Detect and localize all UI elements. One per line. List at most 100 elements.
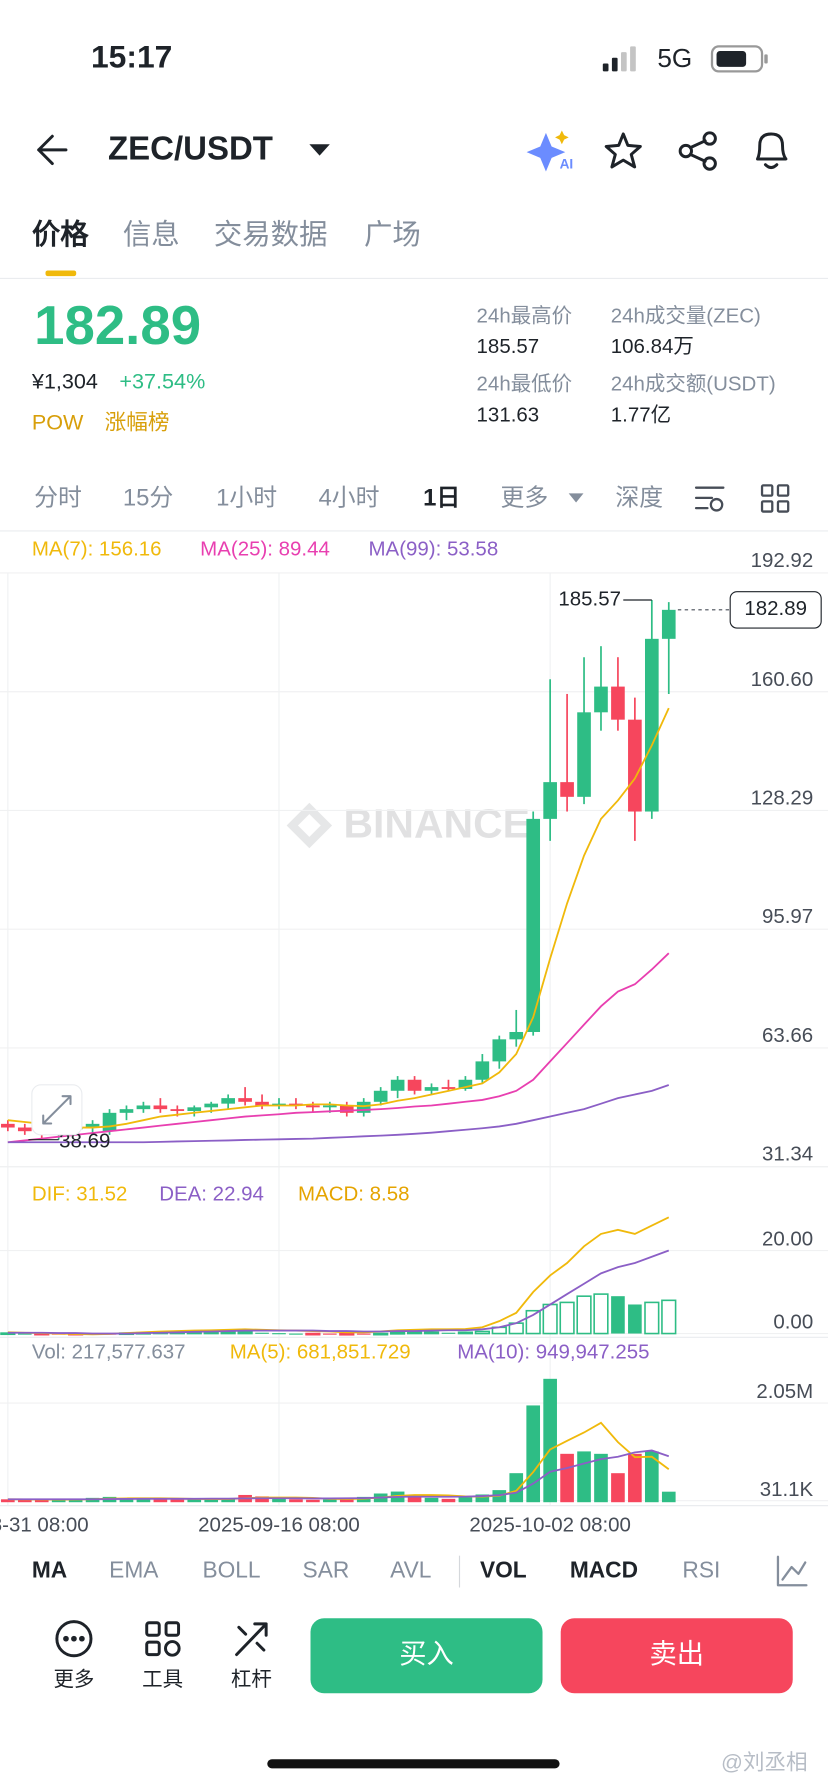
candle-body [323,1105,337,1108]
macd-bar [576,1295,592,1335]
last-price-label: 182.89 [744,597,807,620]
indicator-tab[interactable]: RSI [682,1557,720,1583]
interval-tab[interactable]: 1日 [423,484,460,511]
macd-bar [237,1331,253,1335]
macd-bar [373,1332,389,1336]
macd-bar [542,1303,558,1335]
ma-line [7,1084,670,1144]
tab[interactable]: 交易数据 [214,219,328,251]
candle-body [644,638,659,812]
kline-chart: 2025-08-31 08:00 2025-09-16 08:00 2025-10-… [0,538,828,1537]
action-icons [55,1620,268,1658]
stats: 24h最高价 185.57 24h成交量(ZEC) 106.84万 24h最低价 131.… [477,304,776,426]
indicator-tab[interactable]: MA [32,1557,67,1583]
macd-bar [474,1330,490,1335]
candle-body [441,1087,456,1089]
y-tick-label: 0.00 [773,1311,813,1334]
more-dropdown[interactable] [568,493,584,503]
candle-body [272,1103,286,1106]
candle-body [1,1123,15,1128]
pair-dropdown[interactable] [309,144,330,156]
macd-bar [611,1296,625,1334]
candle-body [17,1127,32,1132]
layout-button[interactable] [760,484,790,513]
ma-line [7,952,670,1144]
candle-body [424,1087,439,1091]
tab-indicator [45,270,77,277]
volume-bar [289,1499,303,1503]
action-label[interactable]: 工具 [142,1668,183,1691]
volume-bar [407,1495,422,1503]
interval-tab[interactable]: 4小时 [318,484,379,511]
settings-button[interactable] [694,486,725,512]
candle-body [594,686,608,713]
macd-bar [255,1332,269,1334]
candle-body [373,1090,388,1102]
interval-tab[interactable]: 深度 [615,484,663,511]
macd-bar [323,1333,337,1335]
tag[interactable]: POW [32,410,84,435]
chart-type-button[interactable] [776,1555,808,1587]
ma-legend: MA(99): 53.58 [369,538,499,561]
indicator-tab[interactable]: EMA [109,1557,159,1583]
stat-label: 24h最低价 [477,373,573,396]
interval-tab[interactable]: 更多 [500,484,548,511]
volume-bar [68,1498,83,1503]
interval-tab[interactable]: 1小时 [216,484,277,511]
y-tick-label: 192.92 [751,549,814,572]
buy-button[interactable] [310,1618,543,1694]
tab[interactable]: 广场 [364,219,421,251]
ai-button[interactable]: AI [526,130,574,172]
buy-label[interactable]: 买入 [399,1638,454,1669]
expand-button[interactable] [31,1084,83,1136]
ma-legend: MA(25): 89.44 [200,538,330,561]
price-change: +37.54% [119,369,205,394]
interval-tab[interactable]: 15分 [123,484,173,511]
tab[interactable]: 信息 [123,219,180,251]
interval-tab[interactable]: 分时 [34,484,82,511]
action-label[interactable]: 更多 [53,1668,94,1691]
y-tick-label: 31.1K [760,1478,814,1501]
sell-label[interactable]: 卖出 [649,1638,704,1669]
action-label[interactable]: 杠杆 [231,1668,272,1691]
favorite-button[interactable] [604,132,642,169]
stat-label: 24h成交额(USDT) [611,373,776,396]
home-indicator [267,1759,560,1769]
volume-bar [644,1451,659,1503]
indicator-tab[interactable]: BOLL [202,1557,260,1583]
y-tick-label: 95.97 [762,905,813,928]
tab[interactable]: 价格 [32,219,89,251]
volume-bar [34,1499,49,1503]
share-button[interactable] [678,131,717,171]
volume-bar [17,1499,32,1503]
tag[interactable]: 涨幅榜 [105,410,170,435]
watermark-text: BINANCE [343,800,530,846]
volume-bar [51,1500,66,1503]
ma-line [7,707,670,1129]
stat-value: 1.77亿 [611,403,671,426]
indicator-tab[interactable]: MACD [570,1557,638,1583]
last-price: 182.89 [34,295,201,356]
sell-button[interactable] [560,1618,793,1694]
signal-icon [602,46,636,72]
macd-bar [289,1333,303,1335]
status-time: 15:17 [91,38,172,74]
indicator-tab[interactable]: SAR [303,1557,350,1583]
stat-value: 185.57 [477,335,540,358]
x-tick-label: 2025-09-16 08:00 [198,1514,360,1537]
volume-legend: MA(5): 681,851.729 [230,1341,411,1364]
indicator-tab[interactable]: VOL [480,1557,527,1583]
pair-title[interactable]: ZEC/USDT [108,130,273,167]
candle-body [204,1103,219,1108]
back-button[interactable] [37,134,68,166]
macd-line [7,1249,670,1335]
macd-bar [305,1332,321,1336]
indicator-tab[interactable]: AVL [390,1557,431,1583]
candle-body [475,1061,490,1080]
candle-body [661,609,676,639]
volume-ma-line [7,1449,670,1501]
watermark-logo [286,802,333,849]
alert-button[interactable] [756,132,788,169]
